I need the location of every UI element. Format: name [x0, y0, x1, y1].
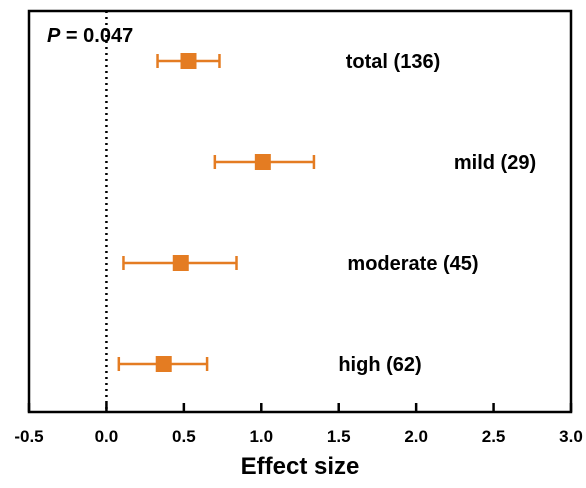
x-axis-ticks: [27, 403, 573, 412]
estimate-row-3: [117, 356, 209, 372]
point-estimate-1: [254, 154, 271, 170]
x-axis-tick-labels: -0.5 0.0 0.5 1.0 1.5 2.0 2.5 3.0: [14, 427, 582, 446]
x-tick-label-1: 0.0: [95, 427, 119, 446]
group-label-3: high (62): [338, 354, 421, 376]
x-tick-label-5: 2.0: [404, 427, 428, 446]
group-label-2: moderate (45): [347, 253, 478, 275]
x-tick-label-6: 2.5: [482, 427, 506, 446]
estimate-row-2: [122, 255, 238, 271]
estimate-row-0: [156, 53, 221, 69]
group-label-1: mild (29): [454, 152, 536, 174]
group-label-0: total (136): [346, 51, 440, 73]
x-tick-label-2: 0.5: [172, 427, 196, 446]
effect-estimates: [117, 53, 316, 372]
plot-frame: [27, 9, 573, 414]
point-estimate-3: [155, 356, 172, 372]
p-symbol: P: [47, 25, 61, 47]
point-estimate-2: [172, 255, 189, 271]
p-value-annotation: P = 0.047: [47, 25, 133, 47]
x-tick-label-3: 1.0: [249, 427, 273, 446]
x-tick-label-7: 3.0: [559, 427, 583, 446]
x-axis-title: Effect size: [241, 453, 360, 480]
p-value-text: = 0.047: [60, 25, 133, 47]
point-estimate-0: [180, 53, 197, 69]
x-tick-label-4: 1.5: [327, 427, 351, 446]
estimate-row-1: [213, 154, 316, 170]
x-tick-label-0: -0.5: [14, 427, 43, 446]
group-labels: total (136) mild (29) moderate (45) high (6…: [338, 51, 536, 376]
